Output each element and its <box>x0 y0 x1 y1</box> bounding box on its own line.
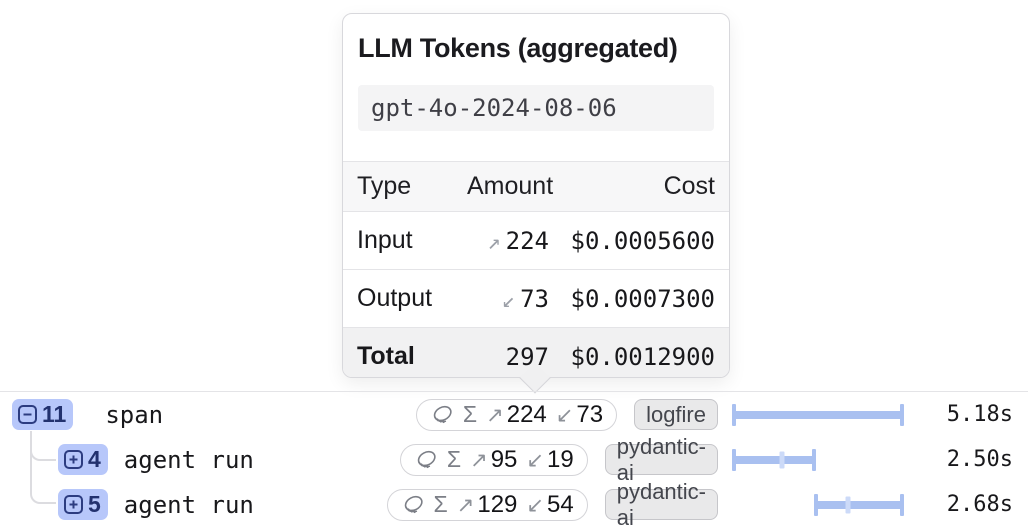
input-arrow-icon: ↗ <box>486 403 504 427</box>
trace-row-agent-run[interactable]: 4 agent run Σ ↗ 95 ↙ 19 pydantic-ai <box>0 434 1028 485</box>
scope-tag[interactable]: logfire <box>634 399 718 430</box>
collapse-icon <box>18 405 37 424</box>
timeline-cell[interactable] <box>732 392 904 437</box>
row-amount: ↗ 224 <box>453 211 549 270</box>
child-count: 11 <box>42 401 67 427</box>
tooltip-title: LLM Tokens (aggregated) <box>358 33 678 63</box>
row-cost: $0.0005600 <box>549 211 729 270</box>
row-cost: $0.0012900 <box>549 327 729 377</box>
collapse-toggle-badge[interactable]: 11 <box>12 399 74 430</box>
llm-tokens-tooltip: LLM Tokens (aggregated) gpt-4o-2024-08-0… <box>342 13 730 394</box>
bar-tick <box>845 496 851 513</box>
coin-icon <box>433 405 452 423</box>
trace-row-span[interactable]: 11 span Σ ↗ 224 ↙ 73 logfire <box>0 392 1028 437</box>
duration-label: 2.68s <box>946 492 1013 517</box>
sigma-icon: Σ <box>433 491 448 517</box>
output-arrow-icon: ↙ <box>526 448 545 472</box>
duration-bar <box>732 403 904 426</box>
sigma-icon: Σ <box>446 446 462 472</box>
duration-label: 2.50s <box>946 447 1013 472</box>
row-type-label: Output <box>343 269 453 328</box>
expand-toggle-badge[interactable]: 4 <box>58 444 108 475</box>
attrs-cell: Σ ↗ 224 ↙ 73 logfire <box>408 398 718 431</box>
output-arrow-icon: ↙ <box>526 493 545 517</box>
duration-label: 5.18s <box>946 402 1013 427</box>
tree-cell: 11 span <box>0 399 408 430</box>
scope-tag[interactable]: pydantic-ai <box>604 434 718 485</box>
input-tokens: 129 <box>477 490 518 518</box>
bar-tick <box>779 451 785 468</box>
attrs-cell: Σ ↗ 95 ↙ 19 pydantic-ai <box>399 434 718 485</box>
tokens-row-output: Output ↙ 73 $0.0007300 <box>343 269 729 328</box>
duration-bar <box>732 448 817 471</box>
trace-row-agent-run[interactable]: 5 agent run Σ ↗ 129 ↙ 54 pydantic-ai <box>0 479 1028 530</box>
coin-icon <box>417 450 436 468</box>
model-name: gpt-4o-2024-08-06 <box>371 94 617 122</box>
span-label: span <box>105 400 164 429</box>
input-tokens: 95 <box>490 445 518 473</box>
input-tokens: 224 <box>506 400 547 428</box>
output-arrow-icon: ↙ <box>501 287 516 313</box>
output-arrow-icon: ↙ <box>555 403 574 427</box>
tokens-pill[interactable]: Σ ↗ 224 ↙ 73 <box>415 398 618 431</box>
timeline-cell[interactable] <box>732 437 903 482</box>
tree-cell: 4 agent run <box>0 444 400 475</box>
tokens-row-input: Input ↗ 224 $0.0005600 <box>343 211 729 270</box>
input-arrow-icon: ↗ <box>470 448 488 472</box>
span-label: agent run <box>123 490 254 519</box>
tokens-pill[interactable]: Σ ↗ 129 ↙ 54 <box>386 488 588 521</box>
header-type: Type <box>343 161 453 212</box>
header-cost: Cost <box>549 161 729 212</box>
row-cost: $0.0007300 <box>549 269 729 328</box>
expand-icon <box>64 450 83 469</box>
output-tokens: 54 <box>547 490 574 518</box>
model-name-box: gpt-4o-2024-08-06 <box>358 85 714 131</box>
duration-bar <box>814 493 904 516</box>
row-type-label: Input <box>343 211 453 270</box>
attrs-cell: Σ ↗ 129 ↙ 54 pydantic-ai <box>386 479 718 530</box>
tree-cell: 5 agent run <box>0 489 387 520</box>
coin-icon <box>404 495 423 513</box>
expand-toggle-badge[interactable]: 5 <box>58 489 108 520</box>
span-label: agent run <box>123 445 254 474</box>
tokens-row-total: Total 297 $0.0012900 <box>343 327 729 377</box>
expand-icon <box>64 495 83 514</box>
sigma-icon: Σ <box>462 401 478 427</box>
input-arrow-icon: ↗ <box>487 229 501 255</box>
row-type-label: Total <box>343 327 453 377</box>
row-amount: ↙ 73 <box>453 269 549 328</box>
timeline-cell[interactable] <box>733 482 904 527</box>
child-count: 4 <box>88 446 101 472</box>
child-count: 5 <box>88 491 101 517</box>
input-arrow-icon: ↗ <box>456 493 475 517</box>
tokens-pill[interactable]: Σ ↗ 95 ↙ 19 <box>399 443 588 476</box>
output-tokens: 19 <box>547 445 574 473</box>
output-tokens: 73 <box>576 400 604 428</box>
tree-connector <box>30 431 56 504</box>
tokens-table-header: Type Amount Cost <box>343 161 729 212</box>
trace-panel: 11 span Σ ↗ 224 ↙ 73 logfire <box>0 391 1028 530</box>
header-amount: Amount <box>453 161 553 212</box>
tokens-table: Type Amount Cost Input ↗ 224 $0.0005600 O… <box>343 161 729 377</box>
scope-tag[interactable]: pydantic-ai <box>604 479 718 530</box>
